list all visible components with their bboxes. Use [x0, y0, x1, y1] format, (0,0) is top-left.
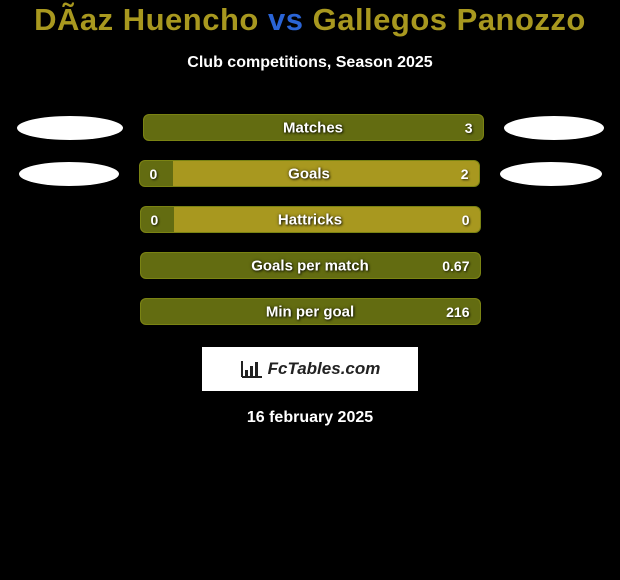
title-player2: Gallegos Panozzo	[313, 2, 586, 37]
stat-value-right: 2	[461, 166, 469, 182]
spacer	[501, 219, 607, 220]
stat-value-right: 216	[446, 304, 469, 320]
spacer	[14, 311, 120, 312]
stat-row: Goals per match 0.67	[0, 252, 620, 279]
player-oval-right	[504, 116, 604, 140]
stat-label: Hattricks	[278, 211, 342, 228]
stat-row: 0 Hattricks 0	[0, 206, 620, 233]
stat-rows: Matches 3 0 Goals 2 0 Hattricks 0 Goals per matc…	[0, 114, 620, 325]
stat-bar: Goals per match 0.67	[140, 252, 481, 279]
stat-bar: 0 Hattricks 0	[140, 206, 481, 233]
spacer	[501, 265, 607, 266]
spacer	[14, 265, 120, 266]
title-player1: DÃ­az Huencho	[34, 2, 259, 37]
comparison-card: DÃ­az Huencho vs Gallegos Panozzo Club c…	[0, 0, 620, 427]
stat-value-left: 0	[151, 212, 159, 228]
stat-label: Goals	[288, 165, 330, 182]
subtitle: Club competitions, Season 2025	[0, 54, 620, 72]
stat-value-left: 0	[150, 166, 158, 182]
player-oval-right	[500, 162, 602, 186]
date-label: 16 february 2025	[0, 409, 620, 427]
stat-label: Matches	[283, 119, 343, 136]
logo-text: FcTables.com	[268, 359, 381, 379]
stat-row: 0 Goals 2	[0, 160, 620, 187]
stat-label: Min per goal	[266, 303, 354, 320]
stat-bar: Min per goal 216	[140, 298, 481, 325]
page-title: DÃ­az Huencho vs Gallegos Panozzo	[0, 2, 620, 38]
player-oval-left	[19, 162, 119, 186]
stat-bar: 0 Goals 2	[139, 160, 480, 187]
spacer	[501, 311, 607, 312]
player-oval-left	[17, 116, 123, 140]
spacer	[14, 219, 120, 220]
stat-value-right: 0	[462, 212, 470, 228]
stat-label: Goals per match	[251, 257, 369, 274]
bar-chart-icon	[240, 359, 264, 379]
stat-value-right: 3	[465, 120, 473, 136]
stat-value-right: 0.67	[442, 258, 469, 274]
stat-row: Matches 3	[0, 114, 620, 141]
stat-bar: Matches 3	[143, 114, 484, 141]
title-vs: vs	[268, 2, 303, 37]
logo-inner: FcTables.com	[240, 359, 381, 379]
source-logo: FcTables.com	[202, 347, 418, 391]
stat-row: Min per goal 216	[0, 298, 620, 325]
